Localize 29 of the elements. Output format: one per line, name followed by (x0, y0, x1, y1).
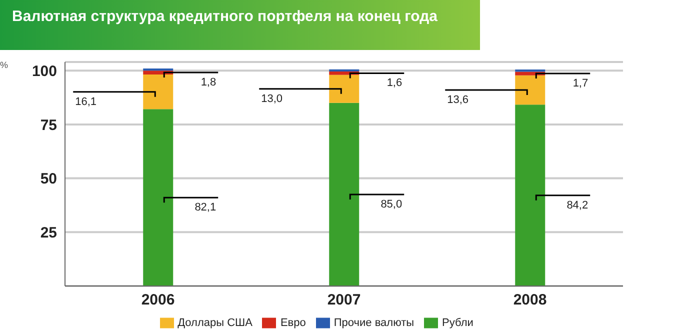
data-label: 13,6 (447, 94, 469, 106)
bar (329, 102, 360, 286)
x-tick-label: 2007 (327, 292, 361, 309)
data-label: 1,8 (200, 76, 216, 89)
bar (143, 68, 174, 71)
bar (143, 109, 174, 286)
y-tick-label: 50 (40, 170, 57, 188)
data-label: 16,1 (75, 96, 97, 108)
bar (329, 74, 360, 103)
x-tick-label: 2008 (513, 292, 547, 309)
bar (143, 74, 174, 110)
data-label: 85,0 (380, 198, 402, 210)
data-label: 84,2 (566, 199, 588, 212)
bar (515, 104, 546, 286)
y-tick-label: 25 (40, 224, 57, 242)
bar (515, 75, 546, 105)
y-tick-label: 75 (40, 116, 57, 134)
legend-label: Евро (280, 316, 306, 329)
y-axis-title: % (0, 60, 8, 70)
legend-label: Рубли (442, 316, 474, 329)
legend-label: Прочие валюты (334, 316, 414, 329)
data-label: 13,0 (261, 92, 283, 105)
data-label: 1,6 (386, 77, 402, 90)
data-label: 1,7 (572, 78, 588, 90)
chart-title: Валютная структура кредитного портфеля на конец года (0, 0, 480, 50)
x-tick-label: 2006 (141, 292, 175, 309)
y-tick-label: 100 (32, 62, 57, 80)
legend-label: Доллары США (178, 316, 252, 329)
data-label: 82,1 (194, 202, 216, 214)
